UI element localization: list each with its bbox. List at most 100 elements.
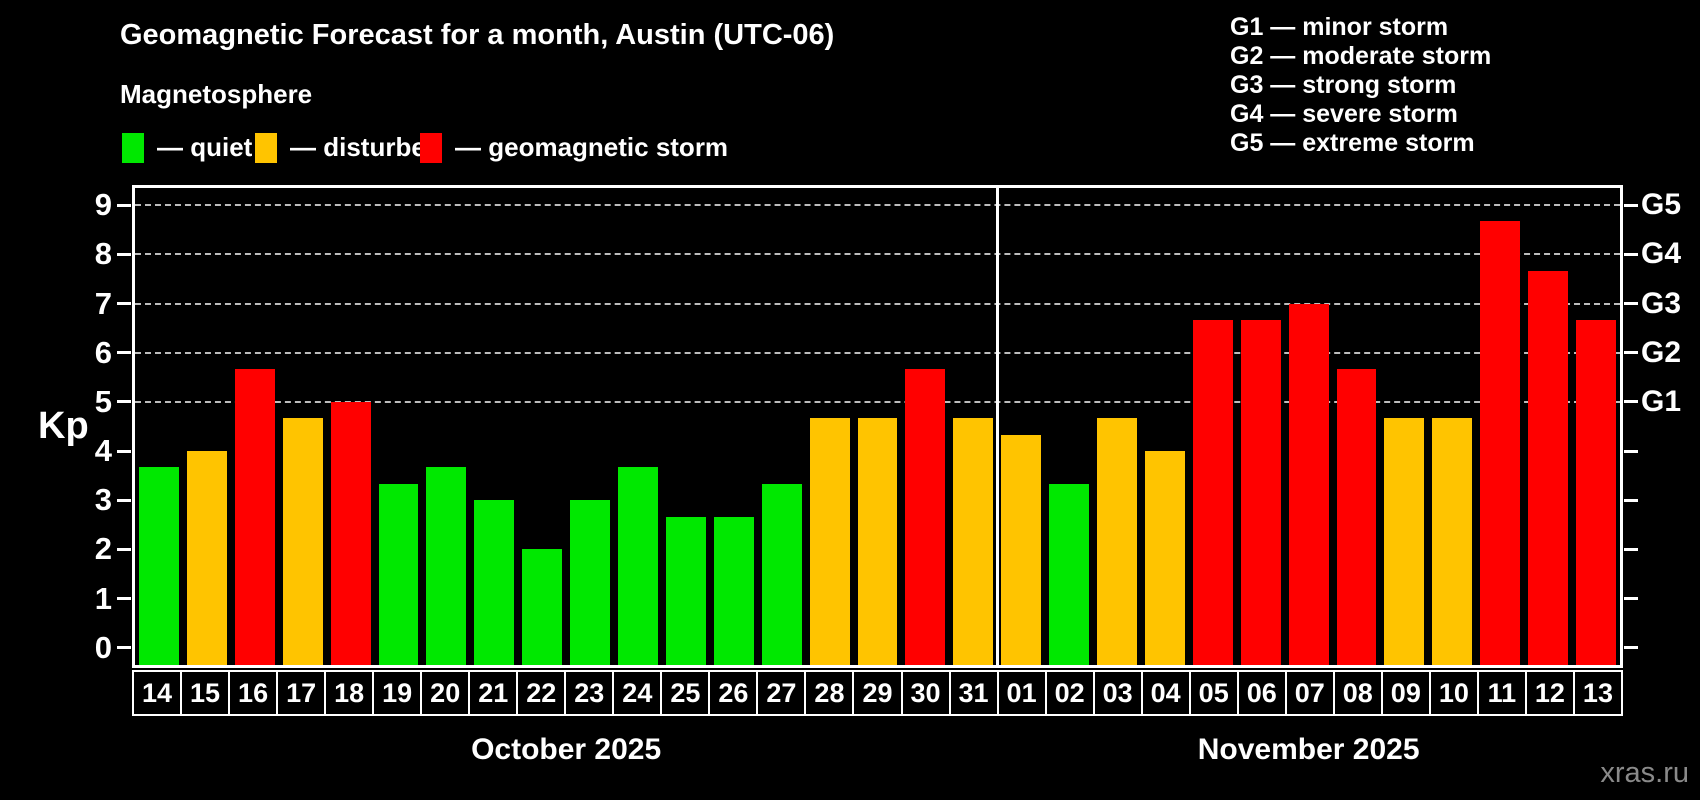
day-label-08: 08 — [1332, 670, 1383, 716]
kp-bar-day-27 — [761, 484, 802, 665]
plot-area — [132, 185, 1623, 668]
storm-color-swatch — [420, 132, 442, 163]
day-label-04: 04 — [1140, 670, 1191, 716]
g-scale-legend-line: G3 — strong storm — [1230, 71, 1457, 99]
day-label-09: 09 — [1380, 670, 1431, 716]
g-level-label-G1: G1 — [1641, 384, 1682, 418]
day-label-29: 29 — [852, 670, 903, 716]
day-label-05: 05 — [1188, 670, 1239, 716]
kp-bar-day-28 — [809, 418, 850, 665]
y-axis-tick-right-4 — [1624, 449, 1638, 453]
y-axis-tick-left-5 — [117, 400, 131, 404]
y-axis-tick-right-1 — [1624, 597, 1638, 601]
kp-bar-day-31 — [953, 418, 994, 665]
day-label-28: 28 — [804, 670, 855, 716]
month-label-october: October 2025 — [471, 733, 662, 766]
legend-item-quiet: — quiet — [122, 132, 252, 163]
day-label-01: 01 — [996, 670, 1047, 716]
day-label-11: 11 — [1476, 670, 1527, 716]
day-label-02: 02 — [1044, 670, 1095, 716]
day-label-21: 21 — [468, 670, 519, 716]
day-label-15: 15 — [180, 670, 231, 716]
y-axis-tick-label-7: 7 — [94, 285, 112, 321]
y-axis-tick-right-6 — [1624, 351, 1638, 355]
y-axis-tick-right-2 — [1624, 547, 1638, 551]
kp-bar-day-16 — [234, 368, 275, 665]
kp-bar-day-24 — [618, 467, 658, 665]
day-label-31: 31 — [948, 670, 999, 716]
kp-bar-day-18 — [330, 401, 371, 665]
kp-bar-day-06 — [1240, 319, 1281, 665]
y-axis-tick-right-9 — [1624, 203, 1638, 207]
y-axis-tick-left-6 — [117, 351, 131, 355]
day-label-03: 03 — [1092, 670, 1143, 716]
quiet-color-swatch — [122, 132, 144, 163]
month-separator-line — [995, 188, 999, 665]
y-axis-tick-right-7 — [1624, 302, 1638, 306]
kp-bar-day-30 — [905, 368, 946, 665]
g-scale-legend: G1 — minor storm G2 — moderate storm G3 — … — [1230, 13, 1491, 158]
disturbed-color-swatch — [255, 132, 277, 163]
y-axis-tick-label-5: 5 — [94, 383, 112, 419]
day-label-18: 18 — [324, 670, 375, 716]
day-label-20: 20 — [420, 670, 471, 716]
kp-bar-day-26 — [713, 516, 754, 665]
y-axis-tick-label-9: 9 — [94, 187, 112, 223]
g-level-label-G5: G5 — [1641, 188, 1682, 222]
legend-label-disturbed: — disturbed — [290, 132, 442, 162]
gridline-kp5 — [135, 400, 1620, 403]
day-label-16: 16 — [228, 670, 279, 716]
legend-label-quiet: — quiet — [157, 132, 253, 162]
gridline-kp9 — [135, 204, 1620, 207]
kp-bar-day-25 — [665, 516, 706, 665]
y-axis-tick-right-0 — [1624, 646, 1638, 650]
y-axis-tick-label-2: 2 — [94, 531, 112, 567]
legend-item-disturbed: — disturbed — [255, 132, 442, 163]
y-axis-tick-label-4: 4 — [94, 433, 112, 469]
y-axis-tick-left-0 — [117, 646, 131, 650]
kp-bar-day-20 — [426, 467, 467, 665]
y-axis-tick-label-3: 3 — [94, 482, 112, 518]
day-label-24: 24 — [612, 670, 663, 716]
y-axis-tick-label-0: 0 — [94, 629, 112, 665]
g-scale-legend-line: G5 — extreme storm — [1230, 129, 1475, 157]
y-axis-tick-label-6: 6 — [94, 334, 112, 370]
day-label-25: 25 — [660, 670, 711, 716]
g-level-label-G4: G4 — [1641, 237, 1682, 271]
day-label-12: 12 — [1524, 670, 1575, 716]
kp-bar-day-22 — [522, 549, 563, 665]
kp-bar-day-01 — [1001, 434, 1042, 665]
kp-bar-day-11 — [1480, 221, 1521, 665]
y-axis-tick-left-2 — [117, 547, 131, 551]
kp-bar-day-17 — [282, 418, 323, 665]
gridline-kp6 — [135, 351, 1620, 354]
kp-bar-day-13 — [1576, 319, 1616, 665]
y-axis-tick-right-8 — [1624, 252, 1638, 256]
x-axis-day-row: 14 15 16 17 18 19 20 21 22 23 24 25 26 27 28 29 30 31 01 02… — [132, 670, 1623, 716]
kp-bar-day-19 — [378, 484, 419, 665]
kp-bar-day-10 — [1432, 418, 1473, 665]
y-axis-label: Kp — [38, 405, 89, 447]
page-title: Geomagnetic Forecast for a month, Austin… — [120, 19, 835, 51]
kp-bar-day-02 — [1049, 484, 1090, 665]
y-axis-tick-left-9 — [117, 203, 131, 207]
day-label-06: 06 — [1236, 670, 1287, 716]
day-label-17: 17 — [276, 670, 327, 716]
kp-bar-day-14 — [139, 467, 179, 665]
legend-label-storm: — geomagnetic storm — [455, 132, 729, 162]
kp-bar-day-12 — [1528, 270, 1569, 665]
kp-bar-day-21 — [474, 500, 515, 665]
y-axis-tick-left-3 — [117, 498, 131, 502]
day-label-10: 10 — [1428, 670, 1479, 716]
day-label-13: 13 — [1572, 670, 1623, 716]
y-axis-tick-left-7 — [117, 302, 131, 306]
kp-bar-day-05 — [1192, 319, 1233, 665]
g-scale-legend-line: G1 — minor storm — [1230, 13, 1449, 41]
day-label-27: 27 — [756, 670, 807, 716]
g-level-label-G3: G3 — [1641, 286, 1682, 320]
kp-bar-day-08 — [1336, 368, 1377, 665]
kp-bar-day-04 — [1144, 451, 1185, 665]
legend-item-storm: — geomagnetic storm — [420, 132, 728, 163]
kp-bar-day-03 — [1097, 418, 1137, 665]
kp-bar-day-23 — [570, 500, 611, 665]
